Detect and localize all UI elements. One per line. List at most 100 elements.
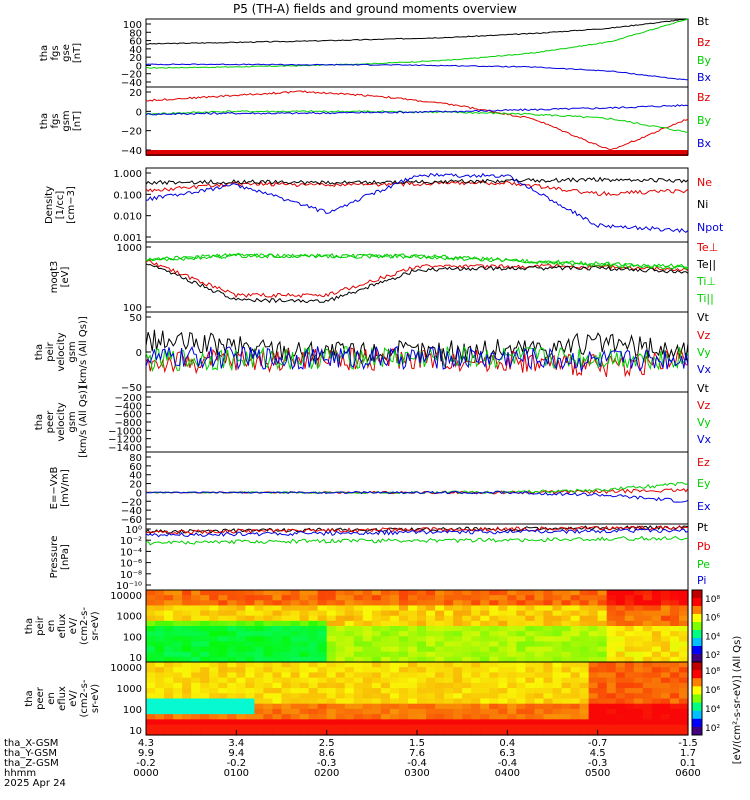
- spectrogram-cell: [218, 590, 228, 596]
- spectrogram-cell: [633, 636, 644, 643]
- spectrogram-cell: [353, 682, 364, 689]
- spectrogram-cell: [453, 677, 463, 684]
- y-tick-label: −40: [121, 146, 142, 157]
- spectrogram-cell: [326, 693, 337, 700]
- spectrogram-cell: [453, 693, 463, 700]
- spectrogram-cell: [525, 600, 536, 607]
- spectrogram-cell: [633, 714, 644, 720]
- spectrogram-cell: [471, 688, 481, 694]
- spectrogram-cell: [164, 605, 174, 612]
- spectrogram-cell: [191, 600, 201, 607]
- spectrogram-cell: [660, 682, 671, 689]
- spectrogram-cell: [651, 595, 662, 601]
- spectrogram-cell: [498, 656, 508, 663]
- spectrogram-cell: [380, 656, 391, 663]
- spectrogram-cell: [642, 615, 653, 622]
- spectrogram-cell: [561, 595, 572, 601]
- spectrogram-cell: [326, 682, 337, 689]
- y-axis-label: [cm−3]: [66, 186, 77, 224]
- spectrogram-cell: [164, 620, 174, 627]
- ephemeris-value: 1.5: [409, 738, 425, 749]
- spectrogram-cell: [426, 677, 436, 684]
- spectrogram-cell: [254, 672, 265, 679]
- spectrogram-cell: [615, 693, 626, 700]
- spectrogram-cell: [209, 729, 219, 736]
- spectrogram-cell: [272, 698, 283, 705]
- spectrogram-cell: [200, 703, 210, 710]
- spectrogram-cell: [281, 724, 292, 731]
- spectrogram-cell: [407, 620, 418, 627]
- y-tick-label: 0.001: [113, 233, 142, 244]
- spectrogram-cell: [263, 636, 274, 643]
- series-line-Bt: [145, 18, 689, 45]
- spectrogram-cell: [669, 693, 680, 700]
- spectrogram-cell: [642, 651, 653, 658]
- spectrogram-cell: [191, 605, 201, 612]
- spectrogram-cell: [570, 677, 581, 684]
- spectrogram-cell: [227, 641, 237, 648]
- spectrogram-cell: [471, 600, 481, 607]
- spectrogram-cell: [164, 698, 174, 705]
- spectrogram-cell: [191, 688, 201, 694]
- spectrogram-cell: [525, 662, 536, 668]
- spectrogram-cell: [407, 595, 418, 601]
- legend-Ti||: Ti||: [696, 292, 714, 305]
- spectrogram-cell: [281, 631, 292, 637]
- spectrogram-cell: [426, 724, 436, 731]
- spectrogram-cell: [335, 626, 346, 632]
- spectrogram-cell: [407, 641, 418, 648]
- spectrogram-cell: [308, 677, 319, 684]
- spectrogram-cell: [561, 703, 572, 710]
- spectrogram-cell: [507, 682, 517, 689]
- spectrogram-cell: [507, 656, 517, 663]
- spectrogram-cell: [561, 626, 572, 632]
- spectrogram-cell: [516, 595, 526, 601]
- y-axis-label: eV/: [68, 690, 79, 707]
- spectrogram-cell: [552, 620, 563, 627]
- spectrogram-cell: [326, 600, 337, 607]
- spectrogram-cell: [498, 590, 508, 596]
- spectrogram-cell: [633, 703, 644, 710]
- colorbar-tick: 10⁶: [705, 614, 720, 624]
- spectrogram-cell: [480, 714, 490, 720]
- spectrogram-cell: [335, 620, 346, 627]
- spectrogram-cell: [173, 703, 183, 710]
- spectrogram-cell: [272, 636, 283, 643]
- spectrogram-cell: [254, 636, 265, 643]
- spectrogram-cell: [570, 719, 581, 726]
- y-tick-label: −50: [121, 383, 142, 394]
- spectrogram-cell: [624, 626, 635, 632]
- spectrogram-cell: [272, 672, 283, 679]
- spectrogram-cell: [642, 672, 653, 679]
- spectrogram-cell: [615, 600, 626, 607]
- legend-Vy: Vy: [697, 416, 711, 429]
- spectrogram-cell: [182, 615, 192, 622]
- spectrogram-cell: [498, 615, 508, 622]
- spectrogram-cell: [146, 651, 156, 658]
- spectrogram-cell: [417, 672, 427, 679]
- spectrogram-cell: [624, 724, 635, 731]
- spectrogram-cell: [407, 719, 418, 726]
- spectrogram-cell: [462, 656, 472, 663]
- y-axis-label: en: [46, 620, 57, 633]
- spectrogram-cell: [489, 724, 499, 731]
- spectrogram-cell: [281, 672, 292, 679]
- spectrogram-cell: [407, 636, 418, 643]
- ephemeris-value: 4.3: [138, 738, 154, 749]
- spectrogram-cell: [227, 703, 237, 710]
- spectrogram-cell: [326, 651, 337, 658]
- spectrogram-cell: [326, 605, 337, 612]
- spectrogram-cell: [669, 626, 680, 632]
- series-line-Pi: [145, 528, 689, 538]
- legend-Pb: Pb: [697, 540, 711, 553]
- spectrogram-cell: [471, 719, 481, 726]
- spectrogram-cell: [155, 610, 165, 617]
- spectrogram-cell: [236, 626, 246, 632]
- spectrogram-cell: [218, 682, 228, 689]
- spectrogram-cell: [417, 605, 427, 612]
- spectrogram-cell: [389, 682, 400, 689]
- spectrogram-cell: [344, 714, 355, 720]
- spectrogram-cell: [227, 656, 237, 663]
- spectrogram-cell: [317, 605, 328, 612]
